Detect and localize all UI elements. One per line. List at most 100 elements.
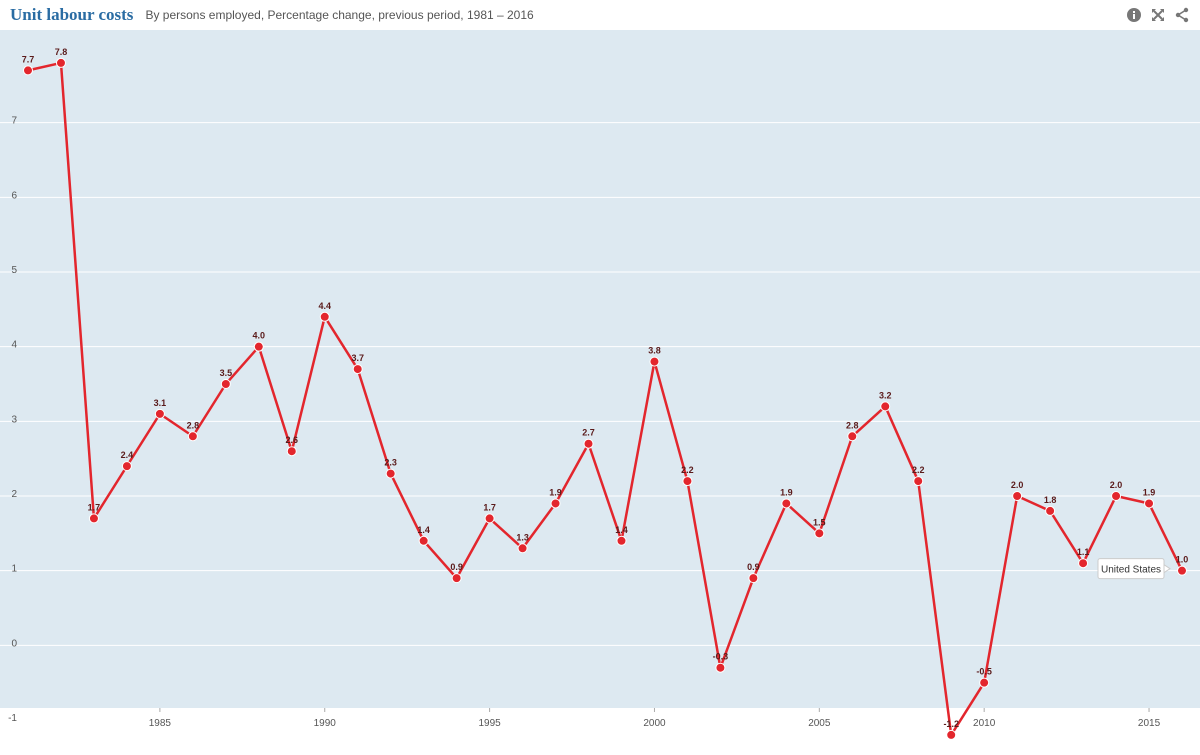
y-tick-label: 2 — [11, 489, 17, 500]
y-tick-label: 1 — [11, 564, 17, 575]
data-label: 7.8 — [55, 47, 68, 57]
y-tick-label: -1 — [8, 713, 17, 724]
line-chart: -1 0 1 2 3 4 5 6 7 1985 1990 1995 2000 2005 2010 2015 7.… — [0, 30, 1200, 740]
data-point — [913, 476, 924, 487]
data-label: 1.3 — [516, 532, 529, 542]
data-label: 0.9 — [450, 562, 463, 572]
data-label: 1.9 — [549, 487, 562, 497]
chart-header: Unit labour costs By persons employed, P… — [0, 0, 1200, 30]
data-point — [1177, 565, 1187, 576]
chart-title: Unit labour costs — [10, 5, 134, 24]
data-label: 7.7 — [22, 54, 35, 64]
tooltip-label: United States — [1101, 565, 1161, 576]
data-point — [418, 535, 429, 546]
x-tick-label: 2015 — [1138, 718, 1161, 729]
data-point — [88, 513, 99, 524]
data-point — [385, 468, 396, 479]
data-point — [1144, 498, 1155, 509]
data-label: 3.7 — [351, 353, 364, 363]
data-label: 3.2 — [879, 390, 892, 400]
plot-background — [0, 30, 1200, 708]
x-tick-label: 1990 — [314, 718, 337, 729]
share-icon[interactable] — [1174, 7, 1190, 23]
data-point — [781, 498, 792, 509]
data-label: 1.5 — [813, 517, 826, 527]
data-point — [682, 476, 693, 487]
data-point — [946, 729, 957, 740]
chart-subtitle: By persons employed, Percentage change, … — [145, 8, 534, 22]
data-label: -1.2 — [943, 719, 959, 729]
data-label: 0.9 — [747, 562, 760, 572]
data-point — [517, 543, 528, 554]
data-point — [253, 341, 264, 352]
data-label: 2.2 — [681, 465, 694, 475]
y-tick-label: 6 — [11, 190, 17, 201]
chart-area: -1 0 1 2 3 4 5 6 7 1985 1990 1995 2000 2005 2010 2015 7.… — [0, 30, 1200, 750]
data-label: 1.9 — [780, 487, 793, 497]
data-point — [1111, 491, 1122, 501]
data-label: 2.8 — [187, 420, 200, 430]
data-point — [616, 535, 627, 546]
data-label: 1.0 — [1176, 555, 1189, 565]
y-tick-label: 5 — [11, 265, 17, 276]
data-point — [1078, 558, 1089, 569]
data-point — [319, 311, 330, 322]
data-point — [979, 677, 990, 688]
x-tick-label: 2000 — [643, 718, 666, 729]
data-point — [187, 431, 198, 442]
data-point — [352, 364, 363, 375]
y-tick-label: 7 — [11, 116, 17, 127]
series-line-united-states — [27, 61, 1184, 737]
data-label: 1.7 — [88, 502, 101, 512]
x-tick-label: 2005 — [808, 718, 831, 729]
data-point — [880, 401, 891, 412]
x-tick-label: 1995 — [478, 718, 501, 729]
data-point — [484, 513, 495, 524]
data-point — [154, 408, 165, 419]
data-label: 2.0 — [1110, 480, 1123, 490]
data-point — [715, 662, 726, 673]
data-point — [748, 573, 759, 584]
fullscreen-icon[interactable] — [1150, 7, 1166, 23]
data-point — [121, 461, 132, 472]
data-point — [814, 528, 825, 539]
data-point — [583, 438, 594, 449]
data-point — [220, 379, 231, 389]
data-label: 3.5 — [220, 368, 233, 378]
x-tick-label: 1985 — [149, 718, 172, 729]
data-label: 2.8 — [846, 420, 859, 430]
data-label: 2.6 — [286, 435, 299, 445]
data-point — [1045, 505, 1056, 516]
data-point — [1012, 491, 1023, 501]
chart-toolbar — [1126, 7, 1190, 23]
data-label: 2.2 — [912, 465, 925, 475]
data-label: 3.8 — [648, 346, 661, 356]
x-tick-label: 2010 — [973, 718, 996, 729]
data-point — [55, 57, 66, 68]
data-label: 1.9 — [1143, 487, 1156, 497]
data-label: 3.1 — [154, 398, 167, 408]
data-label: -0.5 — [976, 667, 992, 677]
data-label: 4.4 — [318, 301, 331, 311]
data-label: 2.7 — [582, 428, 595, 438]
data-label: 1.8 — [1044, 495, 1057, 505]
y-tick-label: 4 — [11, 340, 17, 351]
data-label: 1.7 — [483, 502, 496, 512]
info-icon[interactable] — [1126, 7, 1142, 23]
data-point — [23, 65, 33, 76]
data-point — [550, 498, 561, 509]
data-label: 2.4 — [121, 450, 134, 460]
data-label: 1.1 — [1077, 547, 1090, 557]
data-label: 2.0 — [1011, 480, 1024, 490]
data-label: -0.3 — [713, 652, 729, 662]
y-tick-label: 0 — [11, 638, 17, 649]
data-point — [649, 356, 660, 367]
data-label: 1.4 — [417, 525, 430, 535]
data-point — [451, 573, 462, 584]
data-point — [847, 431, 858, 442]
data-label: 1.4 — [615, 525, 628, 535]
tooltip-pointer — [1163, 563, 1171, 574]
y-tick-label: 3 — [11, 414, 17, 425]
data-point — [286, 446, 297, 457]
data-label: 4.0 — [253, 331, 266, 341]
